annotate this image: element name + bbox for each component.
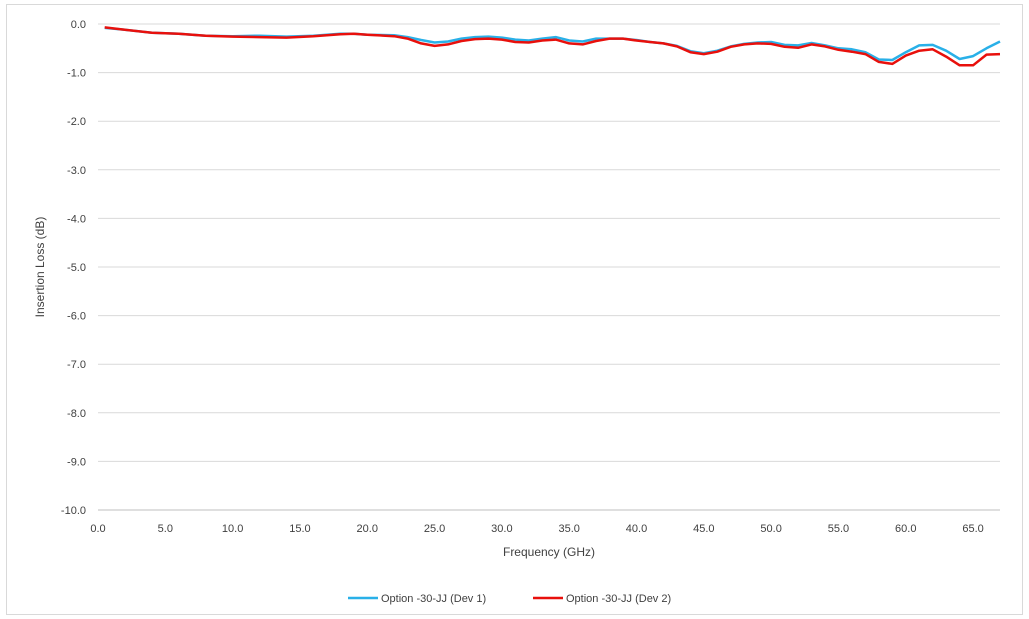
x-tick-label: 25.0 [424, 523, 445, 535]
x-tick-label: 50.0 [760, 523, 781, 535]
y-tick-label: -5.0 [67, 262, 86, 274]
x-tick-label: 0.0 [90, 523, 105, 535]
x-tick-label: 60.0 [895, 523, 916, 535]
y-tick-label: -6.0 [67, 311, 86, 323]
y-tick-label: -8.0 [67, 408, 86, 420]
y-axis-title: Insertion Loss (dB) [33, 217, 47, 318]
y-tick-label: -2.0 [67, 116, 86, 128]
gridlines [98, 23, 1000, 511]
y-axis-ticks: 0.0 -1.0 -2.0 -3.0 -4.0 -5.0 -6.0 -7.0 -8.0 -9.0 -… [61, 19, 86, 517]
y-tick-label: -4.0 [67, 213, 86, 225]
x-tick-label: 20.0 [357, 523, 378, 535]
y-tick-label: -3.0 [67, 165, 86, 177]
legend: Option -30-JJ (Dev 1) Option -30-JJ (Dev … [348, 593, 671, 605]
x-axis-title: Frequency (GHz) [503, 545, 595, 559]
x-tick-label: 10.0 [222, 523, 243, 535]
x-axis-ticks: 0.0 5.0 10.0 15.0 20.0 25.0 30.0 35.0 40.0 45.0 50… [90, 523, 983, 535]
series-line-dev-2 [104, 26, 1001, 67]
x-tick-label: 35.0 [558, 523, 579, 535]
y-tick-label: -1.0 [67, 68, 86, 80]
y-tick-label: -10.0 [61, 505, 86, 517]
y-tick-label: -9.0 [67, 456, 86, 468]
series-lines [104, 26, 1001, 67]
x-tick-label: 55.0 [828, 523, 849, 535]
legend-label-dev-1: Option -30-JJ (Dev 1) [381, 593, 486, 605]
x-tick-label: 45.0 [693, 523, 714, 535]
x-tick-label: 15.0 [289, 523, 310, 535]
x-tick-label: 5.0 [158, 523, 173, 535]
x-tick-label: 30.0 [491, 523, 512, 535]
chart-area [6, 4, 1023, 615]
legend-label-dev-2: Option -30-JJ (Dev 2) [566, 593, 671, 605]
y-tick-label: -7.0 [67, 359, 86, 371]
x-tick-label: 65.0 [962, 523, 983, 535]
x-tick-label: 40.0 [626, 523, 647, 535]
y-tick-label: 0.0 [71, 19, 86, 31]
